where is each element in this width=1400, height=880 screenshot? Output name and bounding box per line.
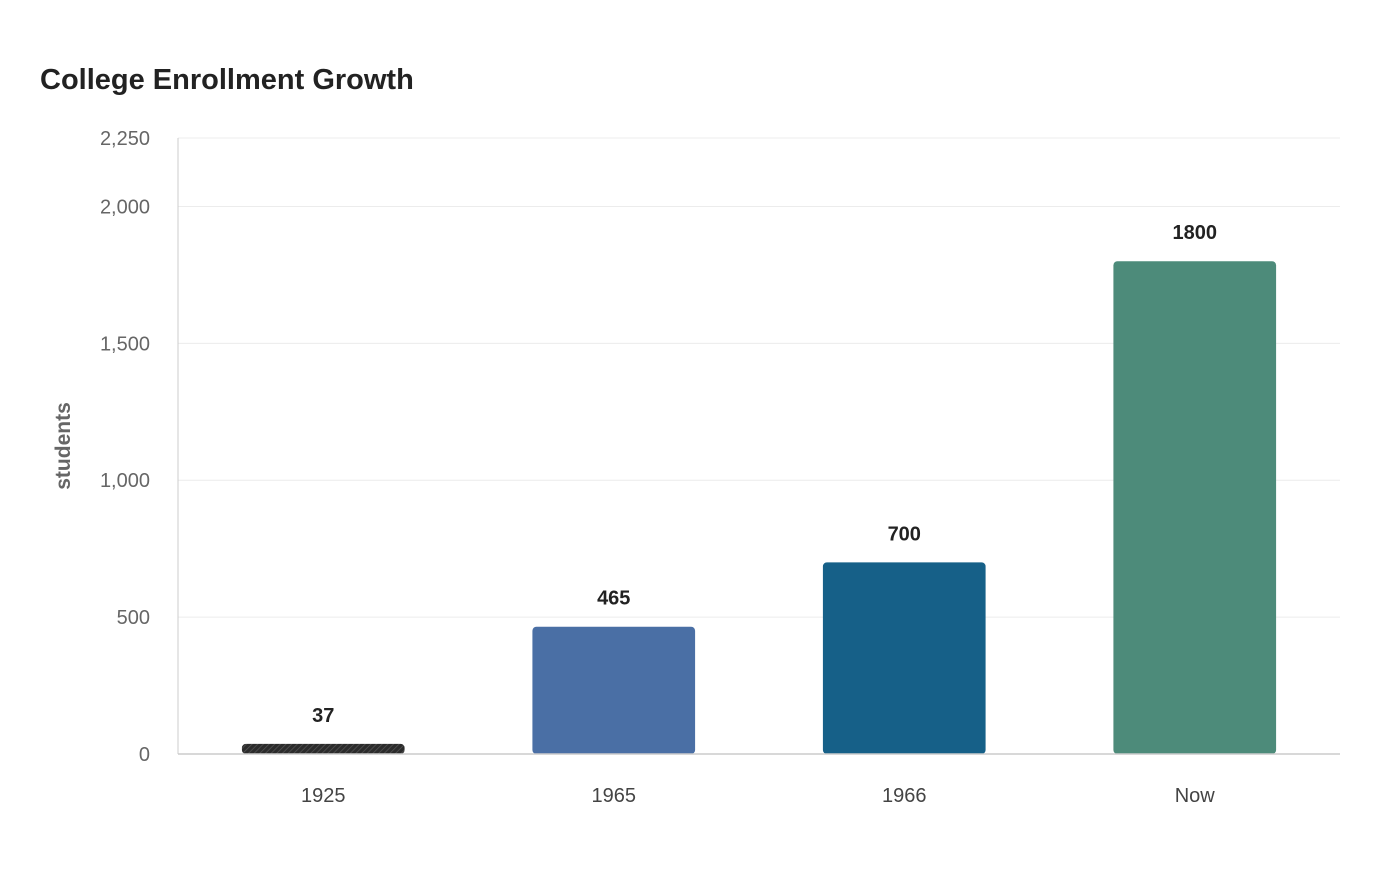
y-tick-label: 0 xyxy=(139,744,150,766)
x-category-label: 1965 xyxy=(592,785,637,807)
bar-1966 xyxy=(822,562,986,754)
y-axis-title: students xyxy=(52,402,75,490)
x-category-label: 1966 xyxy=(882,785,927,807)
y-tick-label: 1,000 xyxy=(100,470,150,492)
bars xyxy=(241,261,1277,754)
data-label: 700 xyxy=(888,523,921,545)
bar-1925 xyxy=(241,743,405,754)
bar-1965 xyxy=(532,626,696,754)
data-label: 1800 xyxy=(1173,222,1218,244)
bar-now xyxy=(1113,261,1277,754)
data-label: 465 xyxy=(597,588,630,610)
data-label: 37 xyxy=(312,705,334,727)
y-tick-label: 2,250 xyxy=(100,128,150,150)
x-category-label: Now xyxy=(1175,785,1216,807)
y-tick-label: 1,500 xyxy=(100,333,150,355)
y-axis-ticks: 0 500 1,000 1,500 2,000 2,250 xyxy=(100,128,150,766)
x-axis-categories: 1925 1965 1966 Now xyxy=(301,785,1215,807)
x-category-label: 1925 xyxy=(301,785,346,807)
y-tick-label: 2,000 xyxy=(100,196,150,218)
data-labels: 37 465 700 1800 xyxy=(312,222,1217,727)
chart-title: College Enrollment Growth xyxy=(40,64,414,96)
y-tick-label: 500 xyxy=(117,607,150,629)
